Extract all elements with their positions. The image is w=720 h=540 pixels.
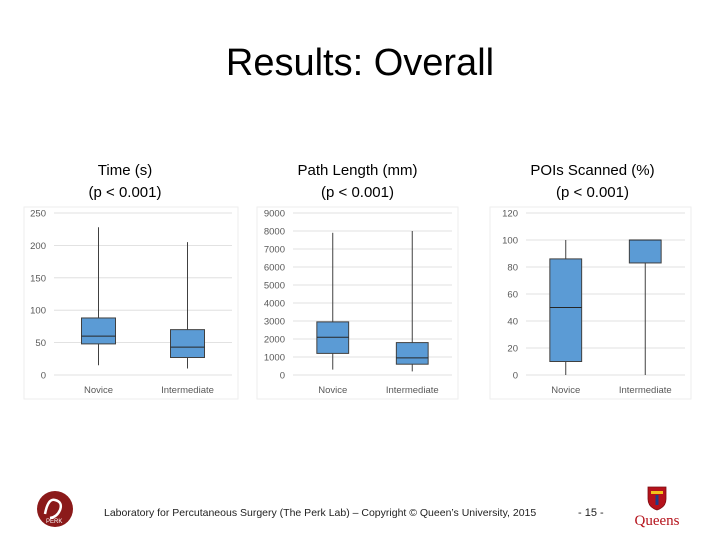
y-tick-label: 0	[41, 371, 46, 382]
y-tick-label: 100	[502, 236, 518, 247]
x-category-label: Novice	[318, 385, 347, 396]
page-number: - 15 -	[578, 507, 604, 519]
y-tick-label: 4000	[264, 299, 285, 310]
y-tick-label: 5000	[264, 281, 285, 292]
chart-heading-line1: POIs Scanned (%)	[530, 162, 655, 179]
y-tick-label: 3000	[264, 317, 285, 328]
y-tick-label: 1000	[264, 353, 285, 364]
box-iqr	[549, 258, 583, 362]
y-tick-label: 120	[502, 209, 518, 220]
box-iqr	[628, 239, 662, 264]
queens-university-logo: Queens	[635, 486, 680, 529]
y-tick-label: 40	[507, 317, 518, 328]
y-tick-label: 0	[513, 371, 518, 382]
x-category-label: Intermediate	[161, 385, 214, 396]
y-tick-label: 6000	[264, 263, 285, 274]
y-tick-label: 8000	[264, 227, 285, 238]
y-tick-label: 7000	[264, 245, 285, 256]
chart-heading-pois: POIs Scanned (%) (p < 0.001)	[505, 160, 680, 204]
y-tick-label: 100	[30, 306, 46, 317]
y-tick-label: 60	[507, 290, 518, 301]
footer-copyright: Laboratory for Percutaneous Surgery (The…	[104, 507, 537, 519]
y-tick-label: 50	[35, 338, 46, 349]
x-category-label: Novice	[84, 385, 113, 396]
chart-frame	[23, 206, 239, 400]
y-tick-label: 0	[280, 371, 285, 382]
perk-lab-logo: PERK	[37, 491, 73, 527]
y-tick-label: 150	[30, 273, 46, 284]
x-category-label: Intermediate	[619, 385, 672, 396]
y-tick-label: 250	[30, 209, 46, 220]
boxplot-time: 0 50 100 150 200 250 Novice Intermediate	[23, 206, 239, 400]
y-tick-label: 80	[507, 263, 518, 274]
chart-heading-line2: (p < 0.001)	[556, 184, 629, 201]
box-iqr	[81, 317, 116, 345]
x-category-label: Novice	[551, 385, 580, 396]
y-tick-label: 200	[30, 241, 46, 252]
boxplot-path-length: 0 1000 2000 3000 4000 5000 6000 7000 8000 9000 Nov…	[256, 206, 459, 400]
chart-heading-line1: Path Length (mm)	[297, 162, 418, 179]
chart-heading-time: Time (s) (p < 0.001)	[50, 160, 200, 204]
y-tick-label: 20	[507, 344, 518, 355]
x-category-label: Intermediate	[386, 385, 439, 396]
chart-heading-line2: (p < 0.001)	[88, 184, 162, 201]
chart-frame	[489, 206, 692, 400]
chart-heading-path-length: Path Length (mm) (p < 0.001)	[270, 160, 445, 204]
box-iqr	[395, 342, 429, 365]
chart-heading-line1: Time (s)	[97, 162, 153, 179]
perk-logo-text: PERK	[46, 519, 62, 525]
y-tick-label: 9000	[264, 209, 285, 220]
queens-logo-text: Queens	[635, 513, 680, 529]
box-iqr	[170, 329, 205, 359]
slide-title: Results: Overall	[225, 42, 495, 84]
chart-heading-line2: (p < 0.001)	[321, 184, 394, 201]
y-tick-label: 2000	[264, 335, 285, 346]
boxplot-pois: 0 20 40 60 80 100 120 Novice Intermediate	[489, 206, 692, 400]
